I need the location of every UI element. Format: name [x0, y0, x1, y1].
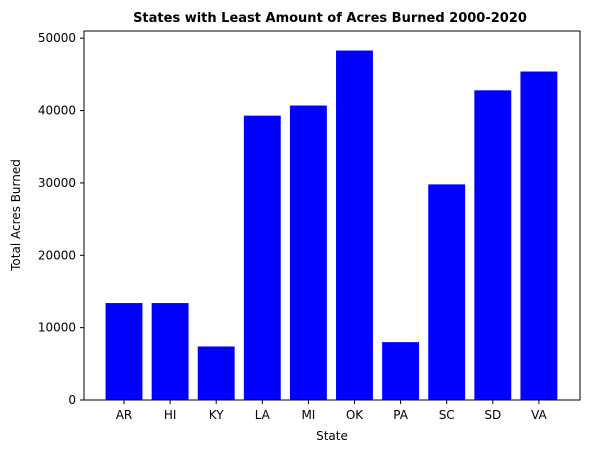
bar-VA [520, 71, 558, 401]
x-tick-label-SD: SD [484, 408, 501, 422]
axes-frame [83, 30, 581, 401]
x-tick-label-PA: PA [393, 408, 408, 422]
bar-SD [474, 90, 512, 401]
y-tick-label-10000: 10000 [38, 321, 76, 335]
chart-title: States with Least Amount of Acres Burned… [133, 11, 527, 26]
x-tick-label-KY: KY [209, 408, 224, 422]
bar-LA [243, 115, 281, 400]
x-tick-label-HI: HI [164, 408, 177, 422]
bar-PA [382, 342, 420, 400]
bar-KY [197, 346, 235, 400]
bar-HI [151, 303, 189, 400]
plot-area: AR HI KY LA MI OK PA SC SD VA 0 10000 20000 30000 4000… [38, 31, 558, 422]
y-axis-label: Total Acres Burned [9, 159, 23, 272]
x-tick-label-AR: AR [116, 408, 133, 422]
y-tick-label-30000: 30000 [38, 176, 76, 190]
bar-AR [105, 303, 143, 400]
x-tick-label-LA: LA [255, 408, 271, 422]
x-tick-label-MI: MI [301, 408, 315, 422]
x-tick-label-OK: OK [346, 408, 364, 422]
x-tick-label-SC: SC [439, 408, 455, 422]
y-tick-label-20000: 20000 [38, 248, 76, 262]
bar-SC [428, 184, 466, 400]
bar-MI [289, 105, 327, 400]
x-axis-label: State [316, 429, 348, 443]
bar-OK [336, 50, 373, 401]
x-tick-label-VA: VA [531, 408, 547, 422]
y-tick-label-40000: 40000 [38, 104, 76, 118]
y-tick-label-50000: 50000 [38, 31, 76, 45]
y-tick-label-0: 0 [68, 393, 76, 407]
